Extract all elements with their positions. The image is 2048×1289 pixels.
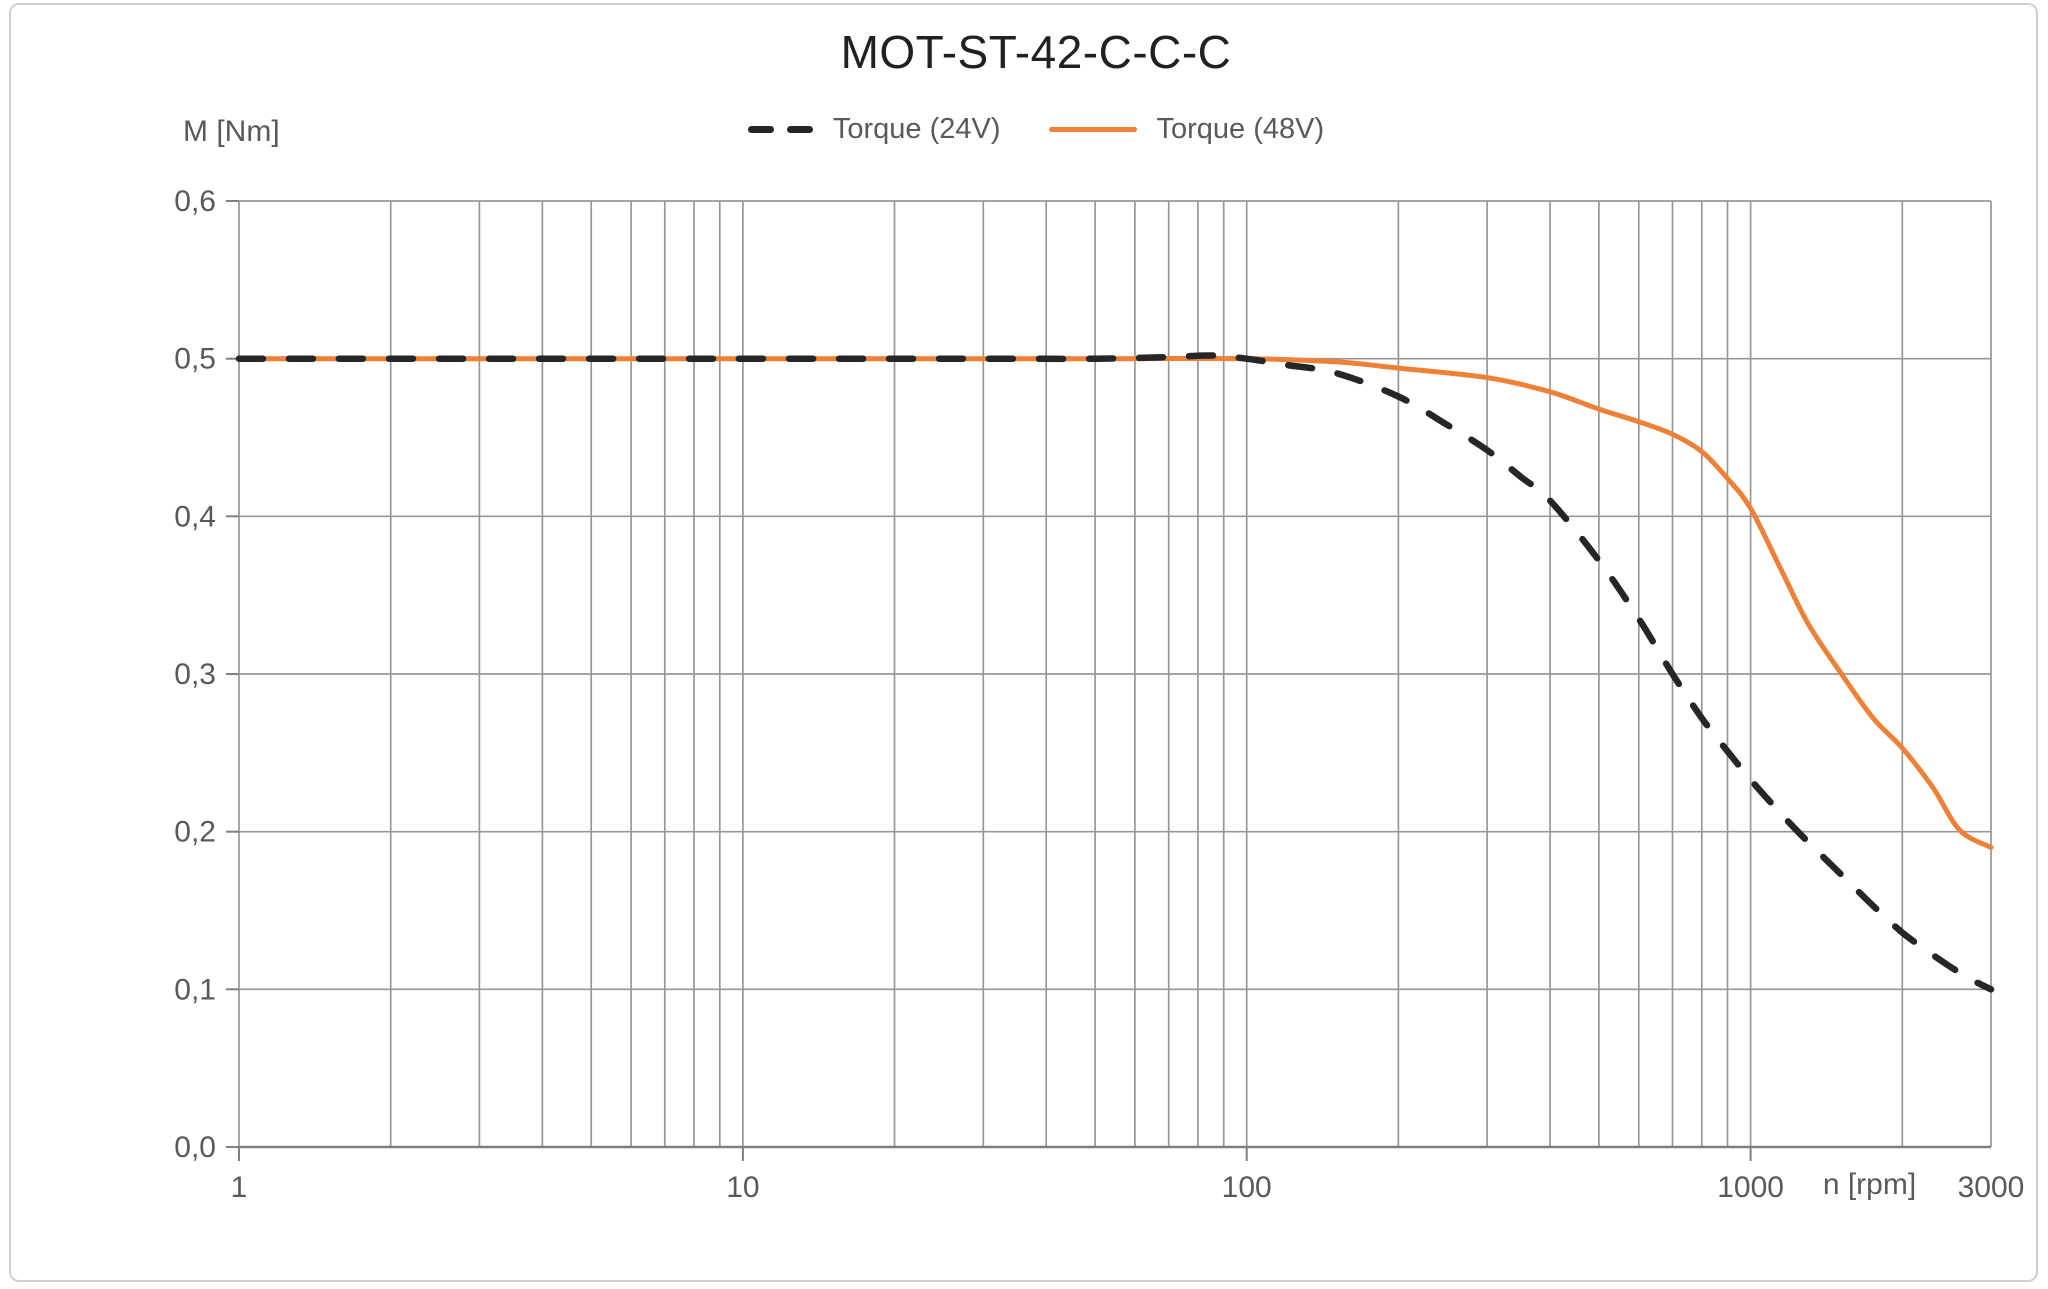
legend-label-torque-48v: Torque (48V)	[1156, 113, 1325, 145]
x-axis-title: n [rpm]	[1822, 1168, 1917, 1201]
x-tick-label-1: 1	[231, 1171, 248, 1204]
chart-title: MOT-ST-42-C-C-C	[840, 26, 1232, 78]
dashed-line-swatch-icon	[747, 126, 813, 133]
y-tick-label-0,4: 0,4	[174, 500, 216, 533]
y-tick-label-0,5: 0,5	[174, 343, 216, 376]
legend: Torque (24V) Torque (48V)	[36, 113, 2036, 146]
solid-line-swatch-icon	[1048, 127, 1137, 132]
x-tick-label-100: 100	[1222, 1171, 1272, 1204]
x-tick-label-3000: 3000	[1958, 1171, 2025, 1204]
y-tick-label-0,6: 0,6	[174, 185, 216, 218]
legend-item-torque-24v: Torque (24V)	[747, 113, 1001, 146]
plot-area: 1 10 100 1000 3000 0,0 0,1 0,2 0,3 0,4 0,5 0,6	[174, 185, 2025, 1204]
legend-label-torque-24v: Torque (24V)	[832, 113, 1001, 145]
y-tick-label-0,1: 0,1	[174, 973, 216, 1006]
chart-card: MOT-ST-42-C-C-C Torque (24V) Torque (48V…	[9, 3, 2038, 1282]
x-tick-label-10: 10	[726, 1171, 759, 1204]
y-tick-label-0,2: 0,2	[174, 816, 216, 849]
y-axis-title: M [Nm]	[183, 115, 280, 148]
legend-item-torque-48v: Torque (48V)	[1048, 113, 1325, 146]
y-tick-label-0,0: 0,0	[174, 1131, 216, 1164]
x-tick-label-1000: 1000	[1717, 1171, 1784, 1204]
curve-torque-24v	[235, 352, 1995, 993]
y-tick-label-0,3: 0,3	[174, 658, 216, 691]
